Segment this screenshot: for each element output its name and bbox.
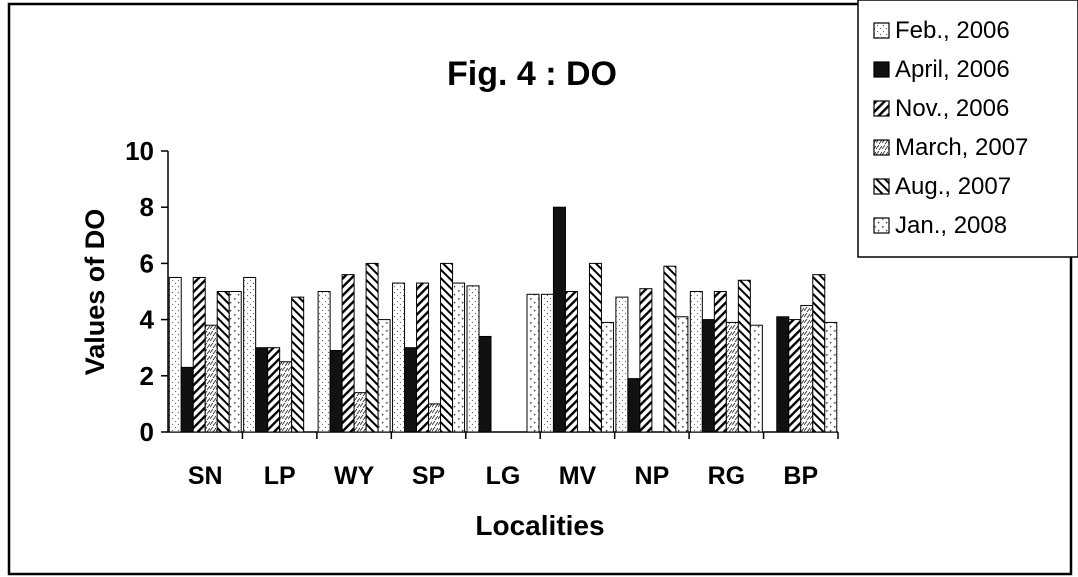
legend-label-2: April, 2006 [895,56,1010,83]
x-tick-label: SP [412,462,445,490]
bar-bp-series-6 [824,321,838,433]
chart-title: Fig. 4 : DO [447,55,617,93]
x-tick-label: WY [334,462,375,490]
legend-swatch-4 [873,139,890,156]
bar-sn-series-2 [180,366,194,433]
bar-bp-series-5 [812,274,826,433]
y-tick-label: 4 [140,305,155,335]
bar-sp-series-2 [404,347,418,433]
bar-np-series-5 [663,265,677,433]
bar-mv-series-1 [540,293,554,433]
bar-np-series-1 [615,296,629,433]
bar-rg-series-3 [713,291,727,433]
legend-box [857,0,1078,258]
bar-np-series-6 [675,316,689,433]
bar-sn-series-5 [216,291,230,433]
x-tick-label: SN [188,462,223,490]
x-tick-label: LP [264,462,296,490]
y-axis-label: Values of DO [80,209,110,376]
bar-rg-series-5 [737,279,751,433]
legend-label-1: Feb., 2006 [895,17,1010,44]
bar-sp-series-4 [428,403,442,433]
legend: Feb., 2006 April, 2006 Nov., 2006 March, 20… [857,0,1078,258]
x-tick-label: BP [783,462,818,490]
bar-sp-series-3 [416,282,430,433]
bar-rg-series-2 [701,319,715,433]
bar-mv-series-2 [552,206,566,433]
bar-bp-series-4 [800,305,814,433]
legend-swatch-1 [873,22,890,39]
bar-mv-series-5 [588,262,602,433]
y-tick-label: 6 [140,248,154,278]
legend-swatch-3 [873,100,890,117]
bar-lp-series-4 [279,361,293,433]
plot-area: 0 2 4 6 8 10 SN LP WY SP LG MV NP RG BP [125,136,839,490]
bar-sn-series-6 [228,291,242,433]
legend-label-4: March, 2007 [895,134,1028,161]
y-tick-label: 0 [140,417,154,447]
bar-sp-series-1 [392,282,406,433]
legend-label-5: Aug., 2007 [895,173,1011,200]
bar-sp-series-5 [440,262,454,433]
legend-swatch-6 [873,217,890,234]
bar-wy-series-3 [341,274,355,433]
bar-mv-series-3 [564,291,578,433]
legend-label-6: Jan., 2008 [895,212,1007,239]
bar-wy-series-4 [353,392,367,433]
bar-lp-series-3 [267,347,281,433]
bar-lg-series-6 [526,293,540,433]
bar-wy-series-6 [377,319,391,433]
bar-wy-series-5 [365,262,379,433]
bar-lp-series-1 [243,276,257,433]
y-tick-label: 2 [140,361,154,391]
bar-np-series-2 [627,378,641,433]
y-tick-label: 10 [125,136,154,166]
bar-sn-series-1 [168,276,182,433]
bar-wy-series-1 [317,291,331,433]
x-tick-label: RG [708,462,746,490]
bar-lg-series-2 [478,335,492,433]
x-tick-label: MV [559,462,597,490]
y-tick-label: 8 [140,192,154,222]
bar-rg-series-1 [689,291,703,433]
bar-sp-series-6 [452,282,466,433]
bar-bp-series-3 [788,319,802,433]
bar-lp-series-2 [255,347,269,433]
legend-label-3: Nov., 2006 [895,95,1009,122]
legend-swatch-5 [873,178,890,195]
bar-sn-series-4 [204,324,218,433]
bar-rg-series-6 [749,324,763,433]
x-axis-label: Localities [475,510,604,541]
bar-mv-series-6 [600,321,614,433]
bar-np-series-3 [639,288,653,433]
bar-rg-series-4 [725,321,739,433]
x-tick-label: LG [486,462,521,490]
bar-sn-series-3 [192,276,206,433]
x-tick-label: NP [635,462,670,490]
bar-wy-series-2 [329,350,343,433]
bar-lg-series-1 [466,285,480,433]
bar-lp-series-5 [291,296,305,433]
bar-bp-series-2 [776,316,790,433]
legend-swatch-2 [873,61,890,78]
